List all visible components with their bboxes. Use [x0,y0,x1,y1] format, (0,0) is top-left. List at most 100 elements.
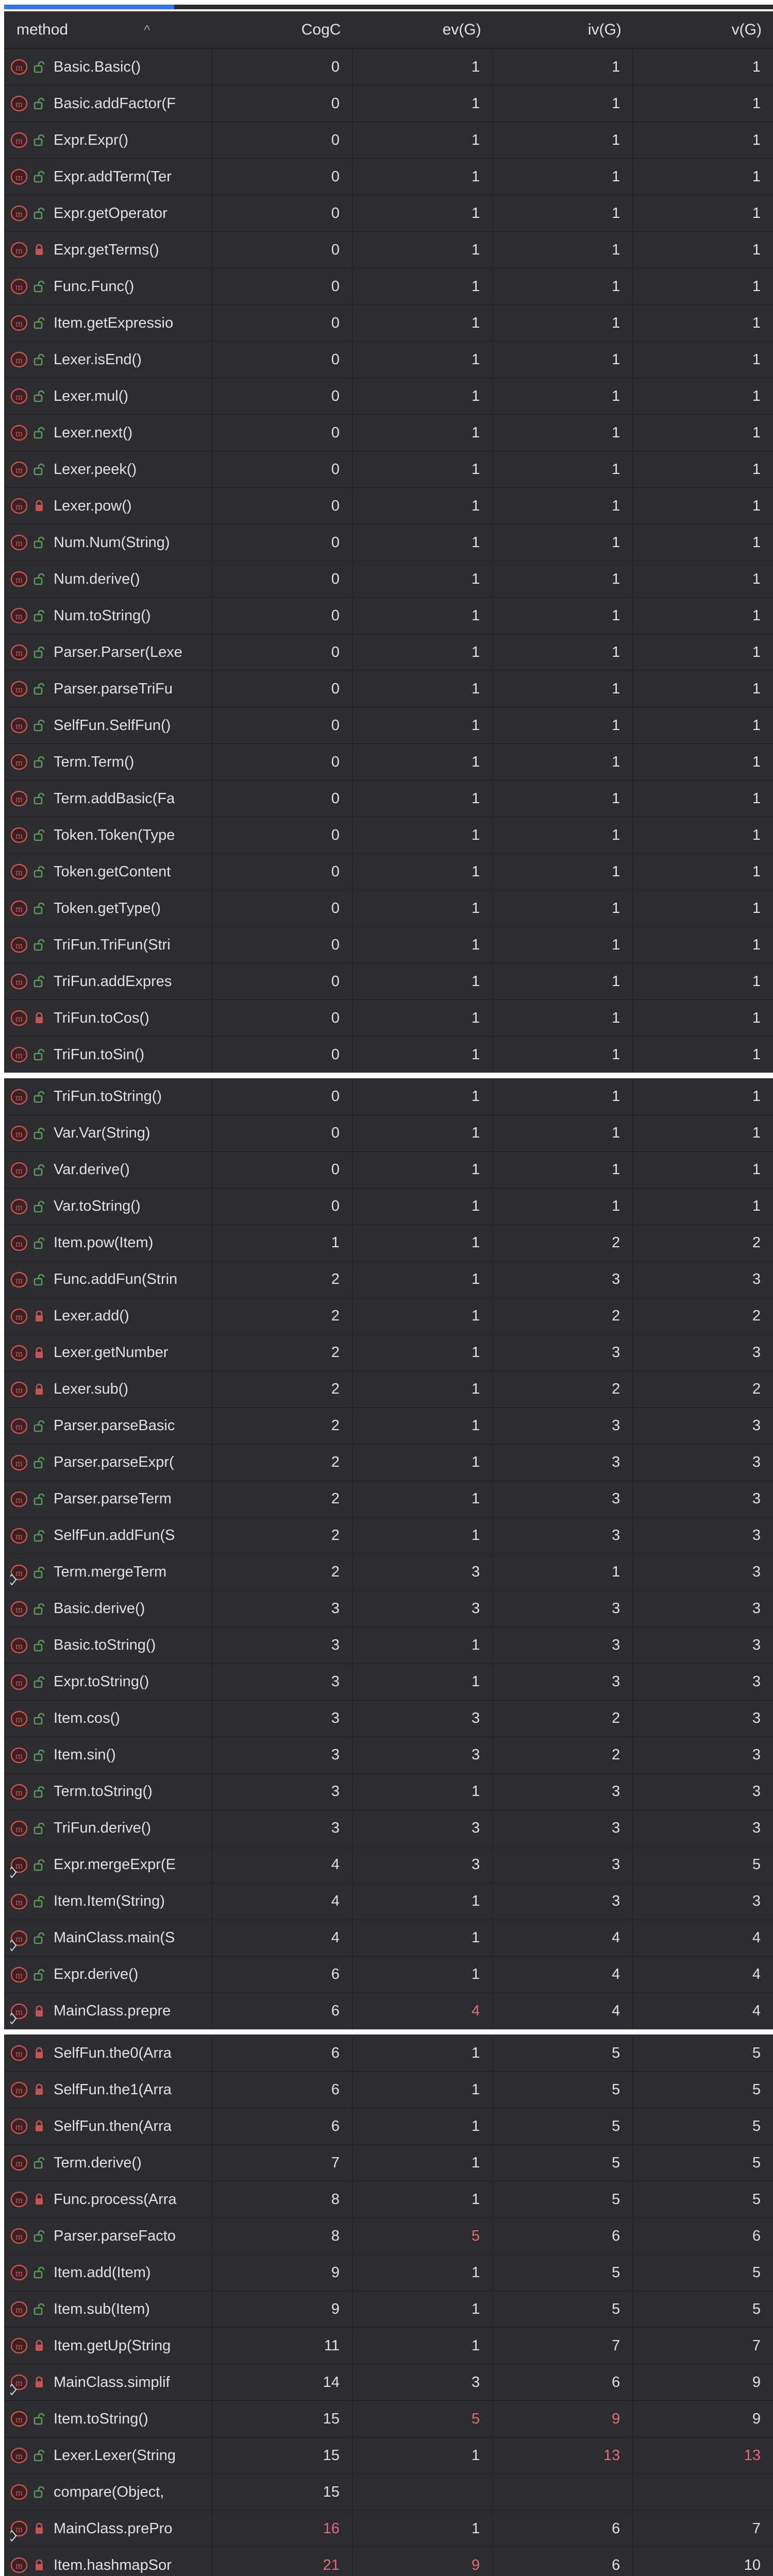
cell-method[interactable]: m Func.Func() [4,268,212,305]
cell-method[interactable]: m TriFun.toSin() [4,1036,212,1073]
cell-method[interactable]: m Parser.parseBasic [4,1407,212,1444]
table-row[interactable]: m Token.getContent 0 1 1 1 [4,853,773,890]
cell-method[interactable]: m MainClass.simplif [4,2364,212,2401]
cell-method[interactable]: m Expr.getOperator [4,195,212,232]
table-row[interactable]: m Item.getExpressio 0 1 1 1 [4,304,773,342]
cell-method[interactable]: m Func.process(Arra [4,2181,212,2218]
table-row[interactable]: m Expr.Expr() 0 1 1 1 [4,122,773,159]
table-row[interactable]: m MainClass.prePro 16 1 6 7 [4,2510,773,2547]
table-row[interactable]: m MainClass.prepre 6 4 4 4 [4,1992,773,2029]
table-row[interactable]: m SelfFun.the1(Arra 6 1 5 5 [4,2071,773,2108]
cell-method[interactable]: m Token.getContent [4,853,212,890]
table-row[interactable]: m Basic.addFactor(F 0 1 1 1 [4,85,773,122]
cell-method[interactable]: m Item.pow(Item) [4,1224,212,1261]
cell-method[interactable]: m Num.toString() [4,597,212,634]
table-row[interactable]: m Term.mergeTerm 2 3 1 3 [4,1553,773,1590]
cell-method[interactable]: m Num.Num(String) [4,524,212,561]
table-row[interactable]: m Parser.parseBasic 2 1 3 3 [4,1407,773,1444]
table-row[interactable]: m MainClass.simplif 14 3 6 9 [4,2364,773,2401]
cell-method[interactable]: m Var.derive() [4,1151,212,1188]
cell-method[interactable]: m Item.add(Item) [4,2254,212,2291]
cell-method[interactable]: m Var.toString() [4,1188,212,1225]
table-row[interactable]: m Func.Func() 0 1 1 1 [4,268,773,305]
table-row[interactable]: m Item.toString() 15 5 9 9 [4,2400,773,2437]
cell-method[interactable]: m Item.getUp(String [4,2327,212,2364]
table-row[interactable]: m Item.getUp(String 11 1 7 7 [4,2327,773,2364]
horizontal-scrollbar-thumb[interactable] [4,5,174,9]
cell-method[interactable]: m Lexer.peek() [4,451,212,488]
table-row[interactable]: m Token.Token(Type 0 1 1 1 [4,817,773,854]
cell-method[interactable]: m Basic.addFactor(F [4,85,212,122]
cell-method[interactable]: m Parser.parseTerm [4,1480,212,1517]
table-row[interactable]: m Expr.getOperator 0 1 1 1 [4,195,773,232]
table-row[interactable]: m Lexer.isEnd() 0 1 1 1 [4,341,773,378]
cell-method[interactable]: m Lexer.Lexer(String [4,2437,212,2474]
cell-method[interactable]: m TriFun.TriFun(Stri [4,926,212,963]
cell-method[interactable]: m Var.Var(String) [4,1114,212,1151]
table-row[interactable]: m Token.getType() 0 1 1 1 [4,890,773,927]
cell-method[interactable]: m SelfFun.the1(Arra [4,2071,212,2108]
cell-method[interactable]: m Term.derive() [4,2144,212,2181]
cell-method[interactable]: m Term.Term() [4,743,212,781]
table-row[interactable]: m Expr.toString() 3 1 3 3 [4,1663,773,1700]
cell-method[interactable]: m Num.derive() [4,561,212,598]
column-header-ivg[interactable]: iv(G) [492,11,633,49]
table-row[interactable]: m Item.pow(Item) 1 1 2 2 [4,1224,773,1261]
table-row[interactable]: m Expr.derive() 6 1 4 4 [4,1956,773,1993]
cell-method[interactable]: m Expr.getTerms() [4,231,212,268]
table-row[interactable]: m TriFun.toString() 0 1 1 1 [4,1078,773,1115]
cell-method[interactable]: m SelfFun.the0(Arra [4,2035,212,2072]
column-header-evg[interactable]: ev(G) [352,11,493,49]
table-row[interactable]: m Basic.Basic() 0 1 1 1 [4,48,773,86]
cell-method[interactable]: m Expr.mergeExpr(E [4,1846,212,1883]
cell-method[interactable]: m Item.sin() [4,1736,212,1773]
table-row[interactable]: m TriFun.derive() 3 3 3 3 [4,1809,773,1846]
table-row[interactable]: m Var.Var(String) 0 1 1 1 [4,1114,773,1151]
table-row[interactable]: m Term.addBasic(Fa 0 1 1 1 [4,780,773,817]
cell-method[interactable]: m Item.hashmapSor [4,2547,212,2576]
table-row[interactable]: m SelfFun.addFun(S 2 1 3 3 [4,1517,773,1554]
cell-method[interactable]: m SelfFun.addFun(S [4,1517,212,1554]
cell-method[interactable]: m Lexer.pow() [4,487,212,524]
cell-method[interactable]: m Lexer.mul() [4,378,212,415]
cell-method[interactable]: m Lexer.next() [4,414,212,451]
cell-method[interactable]: m TriFun.toString() [4,1078,212,1115]
table-row[interactable]: m Item.cos() 3 3 2 3 [4,1700,773,1737]
column-header-method[interactable]: method ^ [4,11,212,49]
table-row[interactable]: m Parser.parseTriFu 0 1 1 1 [4,670,773,707]
table-row[interactable]: m SelfFun.the0(Arra 6 1 5 5 [4,2035,773,2072]
table-row[interactable]: m Term.derive() 7 1 5 5 [4,2144,773,2181]
cell-method[interactable]: m Expr.derive() [4,1956,212,1993]
table-row[interactable]: m Lexer.Lexer(String 15 1 13 13 [4,2437,773,2474]
table-row[interactable]: m Num.derive() 0 1 1 1 [4,561,773,598]
table-row[interactable]: m Lexer.add() 2 1 2 2 [4,1297,773,1334]
table-row[interactable]: m Var.derive() 0 1 1 1 [4,1151,773,1188]
table-row[interactable]: m TriFun.TriFun(Stri 0 1 1 1 [4,926,773,963]
column-header-vg[interactable]: v(G) [632,11,773,49]
table-row[interactable]: m Lexer.pow() 0 1 1 1 [4,487,773,524]
cell-method[interactable]: m Basic.derive() [4,1590,212,1627]
cell-method[interactable]: m Basic.Basic() [4,48,212,86]
table-row[interactable]: m Expr.getTerms() 0 1 1 1 [4,231,773,268]
cell-method[interactable]: m Term.mergeTerm [4,1553,212,1590]
cell-method[interactable]: m Lexer.add() [4,1297,212,1334]
table-row[interactable]: m Parser.parseFacto 8 5 6 6 [4,2217,773,2255]
table-row[interactable]: m Item.sub(Item) 9 1 5 5 [4,2291,773,2328]
table-row[interactable]: m Basic.derive() 3 3 3 3 [4,1590,773,1627]
table-row[interactable]: m Func.addFun(Strin 2 1 3 3 [4,1261,773,1298]
table-row[interactable]: m compare(Object, 15 [4,2473,773,2511]
cell-method[interactable]: m Expr.Expr() [4,122,212,159]
cell-method[interactable]: m MainClass.prePro [4,2510,212,2547]
cell-method[interactable]: m Item.cos() [4,1700,212,1737]
cell-method[interactable]: m compare(Object, [4,2473,212,2511]
cell-method[interactable]: m Func.addFun(Strin [4,1261,212,1298]
cell-method[interactable]: m MainClass.main(S [4,1919,212,1956]
column-header-cogc[interactable]: CogC [212,11,352,49]
cell-method[interactable]: m Item.toString() [4,2400,212,2437]
cell-method[interactable]: m TriFun.toCos() [4,999,212,1037]
table-row[interactable]: m Parser.parseTerm 2 1 3 3 [4,1480,773,1517]
cell-method[interactable]: m Parser.parseFacto [4,2217,212,2255]
cell-method[interactable]: m Lexer.isEnd() [4,341,212,378]
cell-method[interactable]: m Expr.toString() [4,1663,212,1700]
cell-method[interactable]: m Lexer.sub() [4,1370,212,1408]
